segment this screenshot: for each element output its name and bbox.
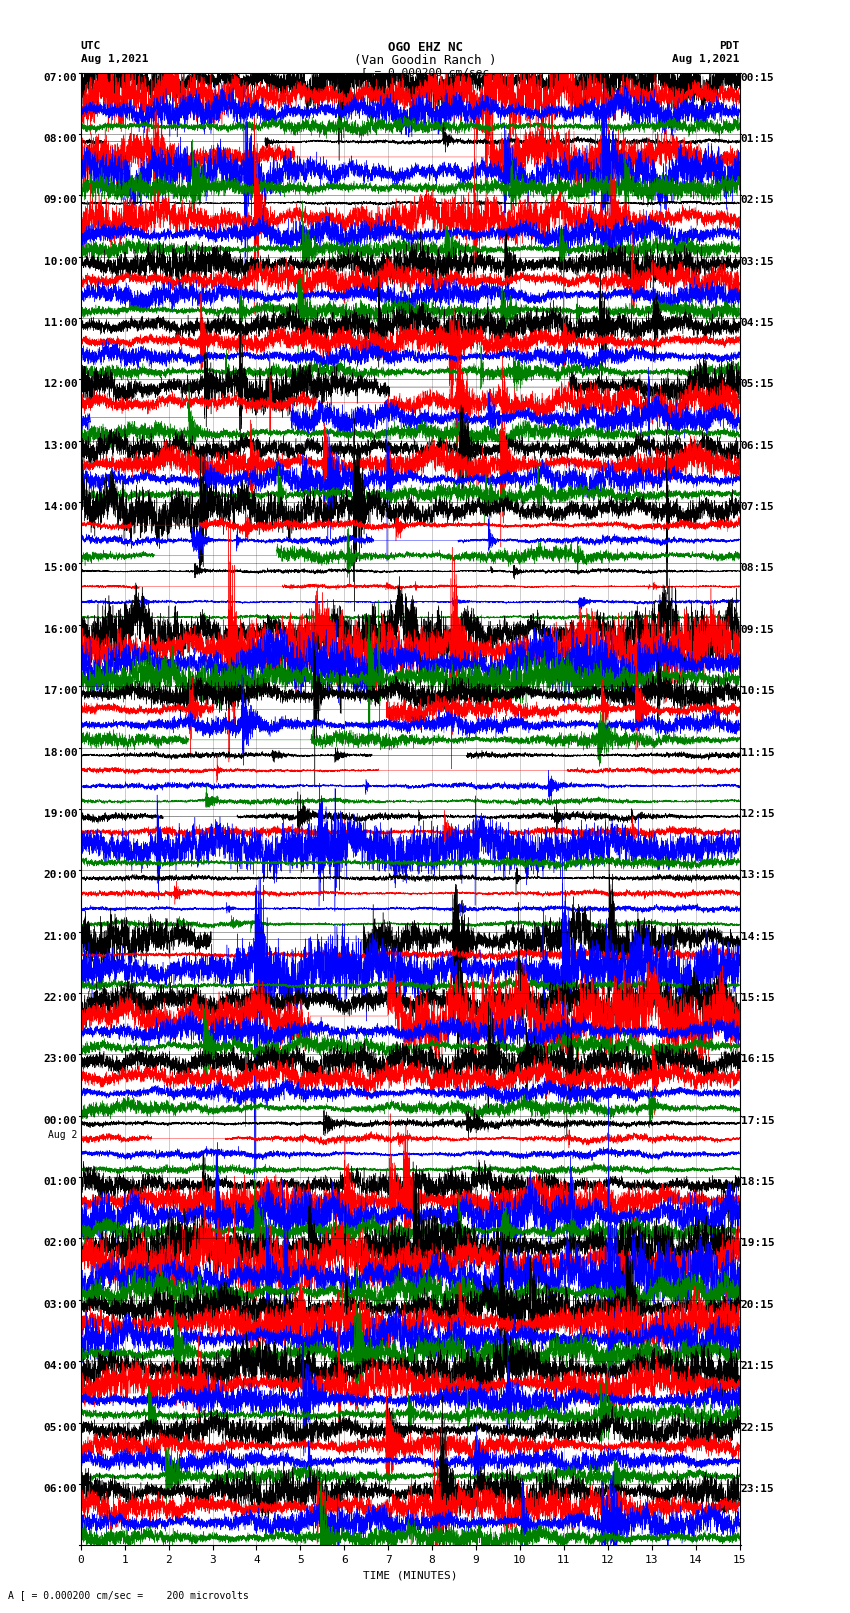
Text: 19:15: 19:15 xyxy=(741,1239,774,1248)
Text: 18:00: 18:00 xyxy=(43,747,77,758)
Text: 18:15: 18:15 xyxy=(741,1177,774,1187)
Text: A [ = 0.000200 cm/sec =    200 microvolts: A [ = 0.000200 cm/sec = 200 microvolts xyxy=(8,1590,249,1600)
Text: Aug 1,2021: Aug 1,2021 xyxy=(81,53,148,65)
Text: 16:00: 16:00 xyxy=(43,624,77,636)
Text: Aug 2: Aug 2 xyxy=(48,1129,77,1140)
Text: 02:15: 02:15 xyxy=(741,195,774,205)
Text: 08:15: 08:15 xyxy=(741,563,774,574)
X-axis label: TIME (MINUTES): TIME (MINUTES) xyxy=(363,1571,457,1581)
Text: Aug 1,2021: Aug 1,2021 xyxy=(672,53,740,65)
Text: 15:00: 15:00 xyxy=(43,563,77,574)
Text: 01:15: 01:15 xyxy=(741,134,774,144)
Text: 05:15: 05:15 xyxy=(741,379,774,389)
Text: 06:00: 06:00 xyxy=(43,1484,77,1494)
Text: 20:15: 20:15 xyxy=(741,1300,774,1310)
Text: 03:00: 03:00 xyxy=(43,1300,77,1310)
Text: 02:00: 02:00 xyxy=(43,1239,77,1248)
Text: PDT: PDT xyxy=(719,40,740,52)
Text: 23:15: 23:15 xyxy=(741,1484,774,1494)
Text: 01:00: 01:00 xyxy=(43,1177,77,1187)
Text: 23:00: 23:00 xyxy=(43,1055,77,1065)
Text: 12:00: 12:00 xyxy=(43,379,77,389)
Text: OGO EHZ NC: OGO EHZ NC xyxy=(388,40,462,55)
Text: 11:15: 11:15 xyxy=(741,747,774,758)
Text: 07:15: 07:15 xyxy=(741,502,774,511)
Text: 04:00: 04:00 xyxy=(43,1361,77,1371)
Text: 20:00: 20:00 xyxy=(43,871,77,881)
Text: 07:00: 07:00 xyxy=(43,73,77,82)
Text: 00:15: 00:15 xyxy=(741,73,774,82)
Text: 13:00: 13:00 xyxy=(43,440,77,450)
Text: 08:00: 08:00 xyxy=(43,134,77,144)
Text: 17:15: 17:15 xyxy=(741,1116,774,1126)
Text: 17:00: 17:00 xyxy=(43,686,77,697)
Text: 06:15: 06:15 xyxy=(741,440,774,450)
Text: (Van Goodin Ranch ): (Van Goodin Ranch ) xyxy=(354,53,496,68)
Text: 10:15: 10:15 xyxy=(741,686,774,697)
Text: 19:00: 19:00 xyxy=(43,810,77,819)
Text: 21:15: 21:15 xyxy=(741,1361,774,1371)
Text: 22:00: 22:00 xyxy=(43,994,77,1003)
Text: 03:15: 03:15 xyxy=(741,256,774,266)
Text: 15:15: 15:15 xyxy=(741,994,774,1003)
Text: 21:00: 21:00 xyxy=(43,932,77,942)
Text: 13:15: 13:15 xyxy=(741,871,774,881)
Text: 09:00: 09:00 xyxy=(43,195,77,205)
Text: 09:15: 09:15 xyxy=(741,624,774,636)
Text: 14:00: 14:00 xyxy=(43,502,77,511)
Text: 22:15: 22:15 xyxy=(741,1423,774,1432)
Text: 05:00: 05:00 xyxy=(43,1423,77,1432)
Text: 16:15: 16:15 xyxy=(741,1055,774,1065)
Text: 11:00: 11:00 xyxy=(43,318,77,327)
Text: 12:15: 12:15 xyxy=(741,810,774,819)
Text: 04:15: 04:15 xyxy=(741,318,774,327)
Text: [ = 0.000200 cm/sec: [ = 0.000200 cm/sec xyxy=(361,66,489,77)
Text: 00:00: 00:00 xyxy=(43,1116,77,1126)
Text: UTC: UTC xyxy=(81,40,101,52)
Text: 10:00: 10:00 xyxy=(43,256,77,266)
Text: 14:15: 14:15 xyxy=(741,932,774,942)
